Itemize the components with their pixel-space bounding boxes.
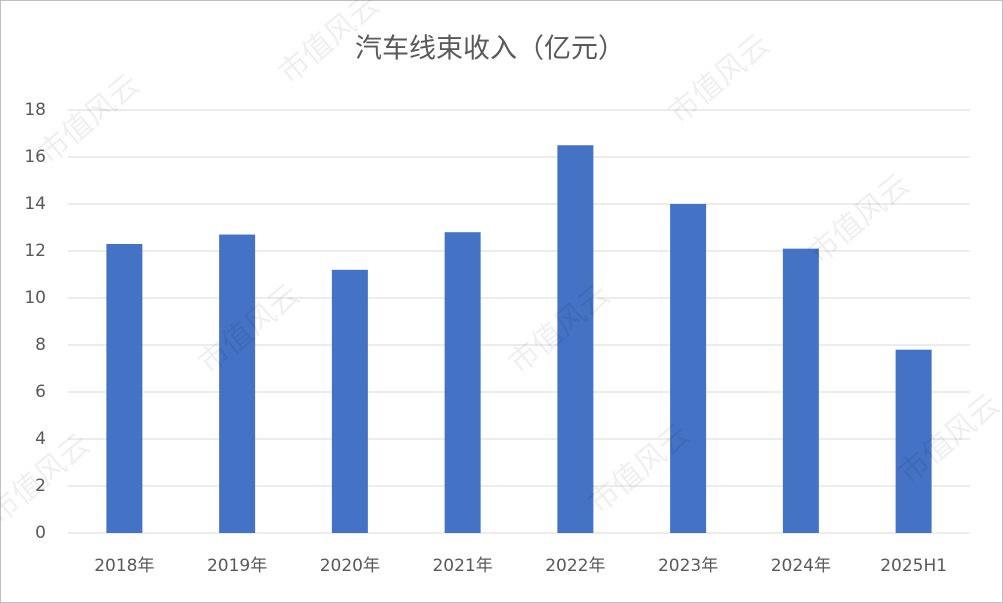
y-tick-label: 18 [24, 100, 46, 120]
y-tick-label: 6 [35, 382, 46, 402]
y-tick-label: 16 [24, 147, 46, 167]
x-tick-label: 2020年 [320, 556, 380, 576]
bar [331, 269, 368, 533]
bar [782, 248, 819, 533]
y-tick-label: 0 [35, 523, 46, 543]
chart-title: 汽车线束收入（亿元） [355, 34, 625, 65]
x-tick-label: 2024年 [771, 556, 831, 576]
bar [444, 232, 481, 533]
x-tick-label: 2023年 [658, 556, 718, 576]
x-tick-label: 2021年 [432, 556, 492, 576]
y-tick-label: 2 [35, 476, 46, 496]
y-tick-label: 8 [35, 335, 46, 355]
x-tick-label: 2022年 [545, 556, 605, 576]
bar [895, 349, 932, 533]
x-tick-label: 2018年 [94, 556, 154, 576]
x-tick-label: 2019年 [207, 556, 267, 576]
y-tick-label: 14 [24, 194, 46, 214]
bar [106, 243, 143, 533]
bar [557, 145, 594, 533]
y-tick-label: 4 [35, 429, 46, 449]
y-tick-label: 10 [24, 288, 46, 308]
x-tick-label: 2025H1 [880, 556, 947, 576]
bar [670, 204, 707, 533]
y-tick-label: 12 [24, 241, 46, 261]
bar [219, 234, 256, 534]
